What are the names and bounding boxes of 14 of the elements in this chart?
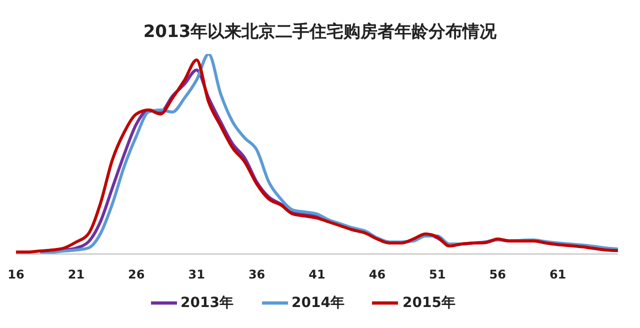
legend-label: 2013年 xyxy=(180,294,234,311)
legend-label: 2015年 xyxy=(402,294,456,311)
x-tick-label: 16 xyxy=(8,268,24,282)
x-tick-label: 31 xyxy=(188,268,205,282)
x-tick-label: 36 xyxy=(248,268,266,282)
legend-label: 2014年 xyxy=(292,294,344,311)
x-tick-label: 41 xyxy=(308,268,326,282)
chart-title: 2013年以来北京二手住宅购房者年龄分布情况 xyxy=(142,21,498,44)
x-tick-label: 26 xyxy=(128,268,145,282)
x-tick-label: 61 xyxy=(549,268,566,282)
x-tick-label: 21 xyxy=(68,268,85,282)
x-tick-label: 46 xyxy=(368,268,386,282)
x-tick-label: 51 xyxy=(429,268,446,282)
x-tick-label: 56 xyxy=(489,268,506,282)
